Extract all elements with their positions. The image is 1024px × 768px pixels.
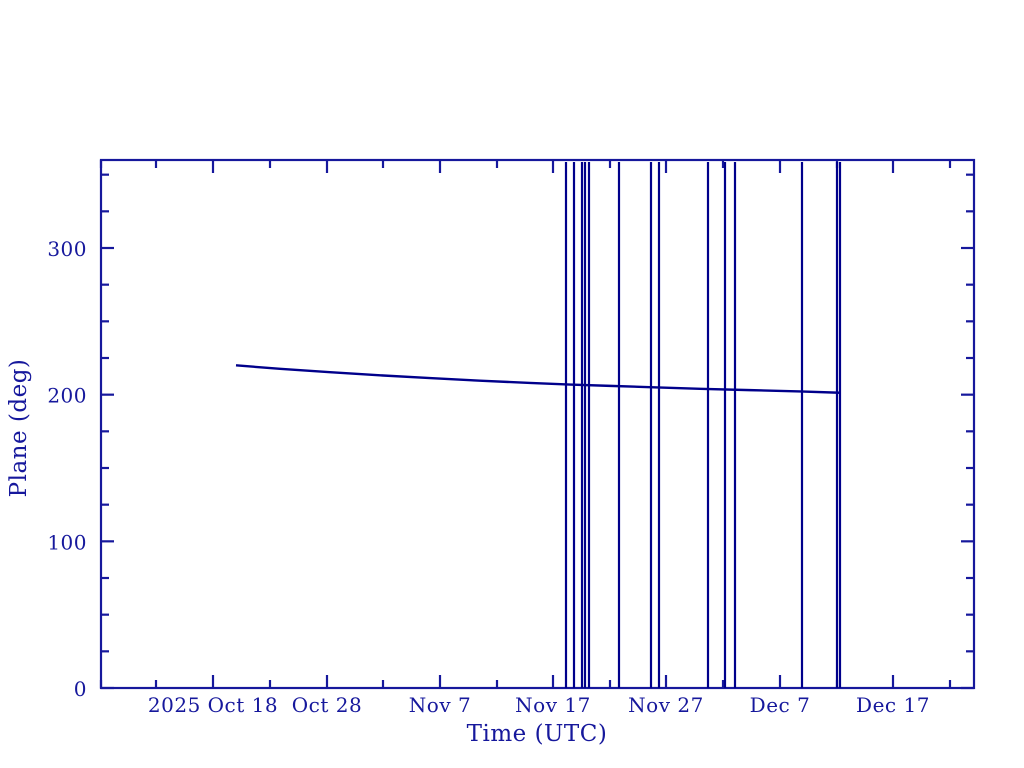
x-tick-label: Nov 17 (515, 693, 591, 717)
event-marker-lines (564, 162, 842, 688)
x-tick-label: Oct 28 (292, 693, 362, 717)
y-axis-ticks (101, 173, 974, 690)
x-tick-label: Nov 27 (628, 693, 704, 717)
x-tick-label: Dec 17 (856, 693, 930, 717)
x-tick-label: Dec 7 (750, 693, 811, 717)
data-series-line (235, 364, 841, 394)
x-tick-label: 2025 Oct 18 (148, 693, 278, 717)
x-axis-tick-labels: 2025 Oct 18 Oct 28 Nov 7 Nov 17 Nov 27 Dec 7 D… (148, 693, 930, 717)
x-tick-label: Nov 7 (409, 693, 471, 717)
x-axis-ticks (99, 160, 952, 688)
y-tick-label: 200 (47, 384, 87, 408)
x-axis-title: Time (UTC) (467, 721, 608, 747)
y-axis-tick-labels: 0 100 200 300 (47, 237, 87, 701)
y-axis-title: Plane (deg) (6, 359, 32, 498)
plot-frame (99, 158, 976, 690)
y-tick-label: 0 (74, 677, 87, 701)
y-tick-label: 100 (47, 530, 87, 554)
y-tick-label: 300 (47, 237, 87, 261)
